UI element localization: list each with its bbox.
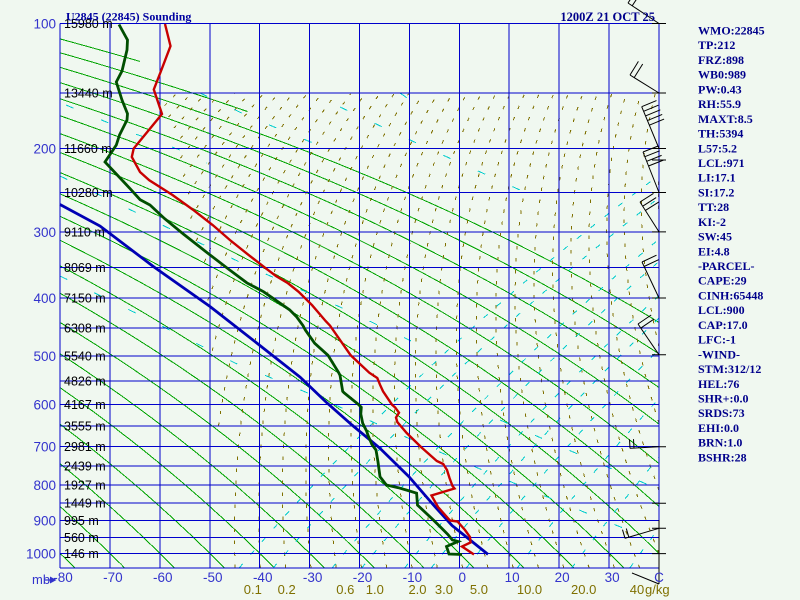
svg-text:LCL:971: LCL:971 — [698, 156, 745, 170]
svg-text:8069 m: 8069 m — [64, 261, 106, 275]
svg-text:WMO:22845: WMO:22845 — [698, 24, 765, 38]
svg-text:PW:0.43: PW:0.43 — [698, 82, 742, 96]
svg-text:RH:55.9: RH:55.9 — [698, 97, 741, 111]
svg-text:2981 m: 2981 m — [64, 440, 106, 454]
svg-text:CAPE:29: CAPE:29 — [698, 274, 747, 288]
svg-text:L57:5.2: L57:5.2 — [698, 141, 737, 155]
svg-text:1200Z 21 OCT 25: 1200Z 21 OCT 25 — [560, 10, 655, 24]
svg-text:100: 100 — [33, 17, 56, 32]
svg-text:400: 400 — [33, 291, 56, 306]
svg-text:EHI:0.0: EHI:0.0 — [698, 421, 739, 435]
svg-text:-50: -50 — [203, 570, 223, 585]
svg-text:-40: -40 — [253, 570, 273, 585]
svg-text:30: 30 — [605, 570, 620, 585]
svg-text:0.2: 0.2 — [278, 582, 296, 597]
svg-text:C: C — [654, 570, 664, 585]
svg-text:SI:17.2: SI:17.2 — [698, 185, 734, 199]
svg-text:2.0: 2.0 — [408, 582, 426, 597]
svg-text:SRDS:73: SRDS:73 — [698, 406, 745, 420]
svg-text:-60: -60 — [153, 570, 173, 585]
svg-text:10280 m: 10280 m — [64, 186, 113, 200]
svg-text:0.1: 0.1 — [244, 582, 262, 597]
svg-text:CAP:17.0: CAP:17.0 — [698, 318, 748, 332]
svg-text:CINH:65448: CINH:65448 — [698, 289, 763, 303]
svg-text:7150 m: 7150 m — [64, 292, 106, 306]
svg-text:WB0:989: WB0:989 — [698, 68, 746, 82]
svg-text:995 m: 995 m — [64, 514, 99, 528]
svg-text:LCL:900: LCL:900 — [698, 303, 745, 317]
svg-text:TP:212: TP:212 — [698, 38, 735, 52]
svg-text:560 m: 560 m — [64, 531, 99, 545]
svg-text:TH:5394: TH:5394 — [698, 127, 743, 141]
svg-text:TT:28: TT:28 — [698, 200, 729, 214]
svg-text:-WIND-: -WIND- — [698, 347, 740, 361]
svg-text:146 m: 146 m — [64, 547, 99, 561]
svg-text:5540 m: 5540 m — [64, 350, 106, 364]
svg-text:15980 m: 15980 m — [64, 17, 113, 31]
svg-text:200: 200 — [33, 142, 56, 157]
svg-text:11660 m: 11660 m — [64, 142, 112, 156]
svg-text:BRN:1.0: BRN:1.0 — [698, 436, 742, 450]
svg-text:40: 40 — [630, 582, 644, 597]
svg-text:HEL:76: HEL:76 — [698, 377, 739, 391]
svg-text:-70: -70 — [103, 570, 123, 585]
svg-text:0: 0 — [459, 570, 467, 585]
svg-text:-10: -10 — [403, 570, 423, 585]
svg-text:20: 20 — [555, 570, 570, 585]
svg-text:300: 300 — [33, 225, 56, 240]
svg-text:4167 m: 4167 m — [64, 398, 106, 412]
svg-text:1449 m: 1449 m — [64, 497, 106, 511]
svg-text:4826 m: 4826 m — [64, 375, 106, 389]
svg-text:9110 m: 9110 m — [64, 225, 105, 239]
svg-text:6308 m: 6308 m — [64, 322, 106, 336]
svg-text:BSHR:28: BSHR:28 — [698, 450, 747, 464]
svg-text:KI:-2: KI:-2 — [698, 215, 726, 229]
svg-text:MAXT:8.5: MAXT:8.5 — [698, 112, 753, 126]
svg-text:1.0: 1.0 — [366, 582, 384, 597]
svg-text:3555 m: 3555 m — [64, 420, 106, 434]
svg-text:-20: -20 — [353, 570, 373, 585]
svg-text:-30: -30 — [303, 570, 323, 585]
svg-text:LI:17.1: LI:17.1 — [698, 171, 736, 185]
svg-text:5.0: 5.0 — [470, 582, 488, 597]
svg-text:LFC:-1: LFC:-1 — [698, 333, 736, 347]
svg-text:10.0: 10.0 — [517, 582, 542, 597]
svg-text:-PARCEL-: -PARCEL- — [698, 259, 754, 273]
svg-text:mb: mb — [32, 572, 50, 587]
svg-text:800: 800 — [33, 478, 56, 493]
svg-text:2439 m: 2439 m — [64, 460, 106, 474]
svg-text:20.0: 20.0 — [571, 582, 596, 597]
svg-text:600: 600 — [33, 398, 56, 413]
svg-text:SW:45: SW:45 — [698, 230, 732, 244]
svg-text:SHR+:0.0: SHR+:0.0 — [698, 392, 749, 406]
svg-text:13440 m: 13440 m — [64, 87, 113, 101]
svg-text:700: 700 — [33, 440, 56, 455]
svg-text:0.6: 0.6 — [336, 582, 354, 597]
svg-text:FRZ:898: FRZ:898 — [698, 53, 744, 67]
svg-text:900: 900 — [33, 514, 56, 529]
svg-text:1927 m: 1927 m — [64, 479, 106, 493]
svg-text:1000: 1000 — [26, 547, 56, 562]
svg-text:10: 10 — [505, 570, 520, 585]
svg-text:3.0: 3.0 — [435, 582, 453, 597]
svg-text:500: 500 — [33, 349, 56, 364]
svg-text:EI:4.8: EI:4.8 — [698, 244, 730, 258]
svg-text:STM:312/12: STM:312/12 — [698, 362, 761, 376]
svg-text:U2845 (22845) Sounding: U2845 (22845) Sounding — [66, 10, 191, 24]
svg-text:-80: -80 — [53, 570, 73, 585]
svg-text:g/kg: g/kg — [645, 582, 670, 597]
